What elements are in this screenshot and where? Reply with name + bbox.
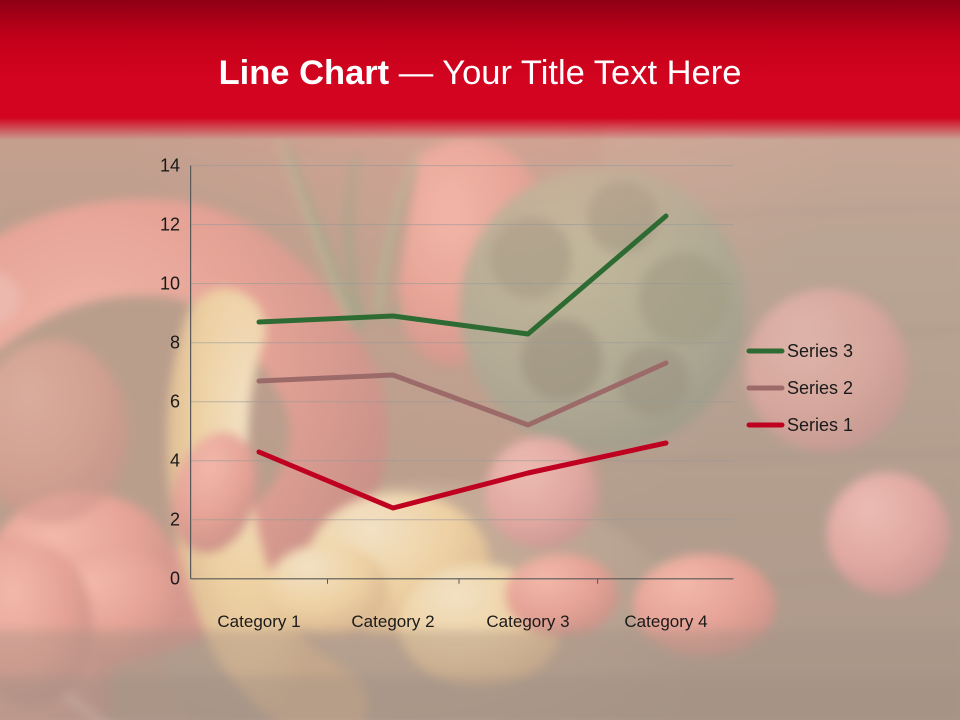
svg-text:6: 6: [170, 392, 180, 412]
svg-text:14: 14: [160, 156, 180, 176]
svg-text:0: 0: [170, 569, 180, 589]
svg-text:Category 3: Category 3: [486, 612, 569, 631]
svg-text:Series 3: Series 3: [787, 341, 853, 361]
svg-text:2: 2: [170, 510, 180, 530]
svg-text:Category 4: Category 4: [624, 612, 707, 631]
svg-text:10: 10: [160, 274, 180, 294]
svg-text:4: 4: [170, 451, 180, 471]
svg-text:Category 1: Category 1: [217, 612, 300, 631]
svg-text:Series 2: Series 2: [787, 378, 853, 398]
svg-text:Category 2: Category 2: [351, 612, 434, 631]
svg-text:8: 8: [170, 333, 180, 353]
svg-text:12: 12: [160, 215, 180, 235]
svg-text:Series 1: Series 1: [787, 415, 853, 435]
